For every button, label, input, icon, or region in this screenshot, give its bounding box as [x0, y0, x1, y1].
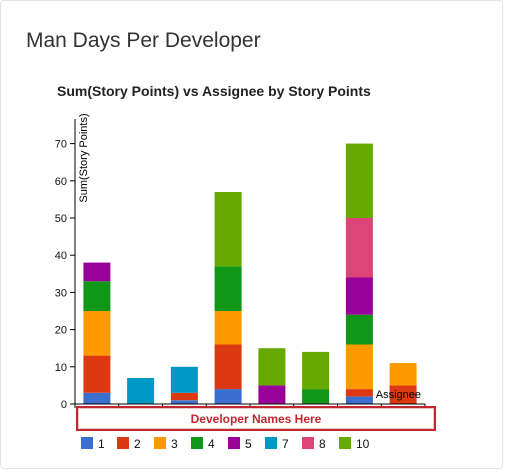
bar-segment-10-cat-7	[345, 143, 373, 218]
bar-segment-2-cat-1	[83, 355, 111, 393]
bar-segment-10-cat-5	[258, 348, 286, 386]
bar-segment-4-cat-6	[302, 389, 330, 404]
legend-label-7: 7	[282, 437, 289, 451]
y-tick-label: 20	[55, 325, 67, 337]
bar-segment-1-cat-7	[345, 396, 373, 404]
bar-segment-5-cat-7	[345, 277, 373, 315]
bar-segment-7-cat-2	[127, 378, 155, 404]
bar-segment-5-cat-5	[258, 385, 286, 404]
legend-label-2: 2	[134, 437, 141, 451]
x-axis-label: Assignee	[376, 389, 421, 401]
legend-swatch-3	[154, 437, 166, 449]
legend-label-10: 10	[356, 437, 370, 451]
y-tick-label: 10	[55, 362, 67, 374]
bar-segment-5-cat-1	[83, 262, 111, 282]
legend-label-4: 4	[208, 437, 215, 451]
bar-segment-1-cat-3	[170, 400, 198, 404]
legend-label-1: 1	[98, 437, 105, 451]
y-tick-label: 30	[55, 287, 67, 299]
bar-segment-7-cat-3	[170, 366, 198, 393]
legend-swatch-7	[265, 437, 277, 449]
bar-segment-1-cat-1	[83, 392, 111, 404]
axes-group: 0 10 20 30 40 50 60 70 Sum(Story Points) Assignee	[55, 113, 426, 411]
bar-segment-2-cat-3	[170, 392, 198, 401]
bar-segment-10-cat-6	[302, 351, 330, 390]
bar-segment-4-cat-1	[83, 281, 111, 311]
legend-swatch-4	[191, 437, 203, 449]
bar-segment-3-cat-4	[214, 311, 242, 345]
legend-label-3: 3	[171, 437, 178, 451]
bar-segment-2-cat-4	[214, 344, 242, 390]
legend-label-5: 5	[245, 437, 252, 451]
bar-segment-1-cat-4	[214, 389, 242, 404]
legend-swatch-10	[339, 437, 351, 449]
card-title: Man Days Per Developer	[26, 29, 261, 52]
y-tick-label: 40	[55, 250, 67, 262]
legend-swatch-2	[117, 437, 129, 449]
legend-swatch-1	[81, 437, 93, 449]
bar-segment-3-cat-1	[83, 311, 111, 356]
chart-title: Sum(Story Points) vs Assignee by Story P…	[57, 83, 371, 99]
bar-segment-8-cat-7	[345, 218, 373, 278]
bar-segment-4-cat-4	[214, 266, 242, 311]
developer-names-annotation: Developer Names Here	[76, 406, 436, 431]
y-tick-label: 70	[55, 139, 67, 151]
y-tick-label: 60	[55, 176, 67, 188]
legend-swatch-5	[228, 437, 240, 449]
bar-segment-3-cat-7	[345, 344, 373, 390]
legend-swatch-8	[302, 437, 314, 449]
legend: 1 2 3 4 5 7 8 10	[81, 437, 370, 451]
y-axis-label: Sum(Story Points)	[78, 113, 90, 202]
bar-segment-3-cat-8	[389, 363, 417, 386]
y-tick-label: 50	[55, 213, 67, 225]
bar-segment-2-cat-8	[389, 385, 417, 404]
annotation-text: Developer Names Here	[190, 411, 322, 426]
bar-segment-2-cat-7	[345, 389, 373, 397]
y-tick-label: 0	[61, 399, 67, 411]
bar-segment-10-cat-4	[214, 192, 242, 267]
legend-label-8: 8	[319, 437, 326, 451]
bars-group	[83, 143, 417, 404]
bar-segment-4-cat-7	[345, 314, 373, 345]
